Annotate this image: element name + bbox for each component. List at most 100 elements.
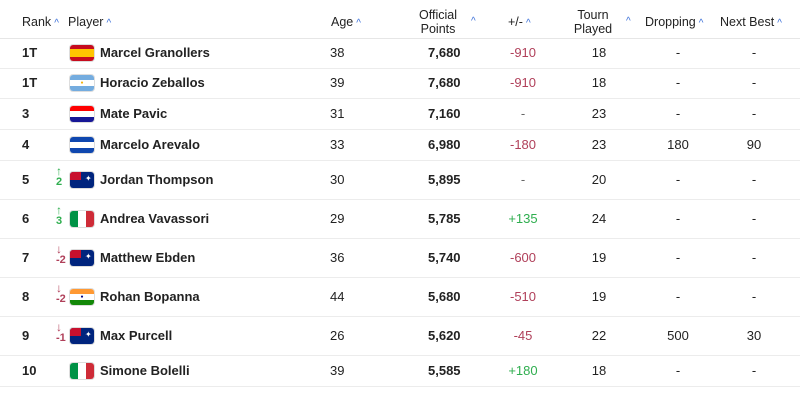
rank-movement-value: -2 xyxy=(56,293,66,305)
tourn-header-label-2: Played xyxy=(573,22,613,36)
next-best-header-label: Next Best xyxy=(720,15,775,29)
next-best-cell: - xyxy=(751,45,757,60)
age-cell: 44 xyxy=(330,289,345,304)
points-cell: 5,785 xyxy=(428,211,461,226)
rank-cell: 3 xyxy=(22,106,30,121)
rank-movement: ↑ 2 xyxy=(56,164,62,188)
tourn-played-cell: 18 xyxy=(591,363,607,378)
age-cell: 31 xyxy=(330,106,345,121)
age-cell: 29 xyxy=(330,211,345,226)
sort-points-header[interactable]: Official Points xyxy=(418,8,458,36)
flag-spain-icon xyxy=(70,45,94,61)
player-name-link[interactable]: Marcel Granollers xyxy=(100,45,210,60)
player-name-link[interactable]: Max Purcell xyxy=(100,328,173,343)
next-best-cell: - xyxy=(751,289,757,304)
table-row[interactable]: 5 ↑ 2 ✦ Jordan Thompson 30 5,895 - 20 - - xyxy=(0,160,800,200)
next-best-cell: - xyxy=(751,211,757,226)
tourn-played-cell: 19 xyxy=(591,289,607,304)
player-name-link[interactable]: Marcelo Arevalo xyxy=(100,137,200,152)
flag-australia-icon: ✦ xyxy=(70,328,94,344)
rank-cell: 7 xyxy=(22,250,30,265)
sort-next-best-header[interactable]: Next Best ^ xyxy=(720,15,782,31)
table-row[interactable]: 10 Simone Bolelli 39 5,585 +180 18 - - xyxy=(0,355,800,387)
table-row[interactable]: 8 ↓ -2 ● Rohan Bopanna 44 5,680 -510 19 - - xyxy=(0,277,800,317)
age-cell: 33 xyxy=(330,137,345,152)
next-best-cell: - xyxy=(751,363,757,378)
points-diff-cell: -600 xyxy=(509,250,537,265)
dropping-cell: - xyxy=(675,45,681,60)
arrow-down-icon: ↓ xyxy=(56,320,62,334)
age-cell: 30 xyxy=(330,172,345,187)
dropping-cell: 180 xyxy=(667,137,689,152)
table-row[interactable]: 6 ↑ 3 Andrea Vavassori 29 5,785 +135 24 - - xyxy=(0,199,800,239)
table-row[interactable]: 3 Mate Pavic 31 7,160 - 23 - - xyxy=(0,98,800,130)
sort-player-header[interactable]: Player ^ xyxy=(68,15,111,31)
points-diff-cell: -910 xyxy=(509,75,537,90)
rank-cell: 8 xyxy=(22,289,30,304)
table-row[interactable]: 7 ↓ -2 ✦ Matthew Ebden 36 5,740 -600 19 - - xyxy=(0,238,800,278)
chevron-up-icon[interactable]: ^ xyxy=(471,16,476,27)
chevron-up-icon: ^ xyxy=(525,18,531,29)
player-name-link[interactable]: Rohan Bopanna xyxy=(100,289,200,304)
arrow-up-icon: ↑ xyxy=(56,203,62,217)
points-header-label-2: Points xyxy=(420,22,456,36)
next-best-cell: - xyxy=(751,75,757,90)
sort-dropping-header[interactable]: Dropping ^ xyxy=(645,15,703,31)
dropping-cell: - xyxy=(675,75,681,90)
rank-movement: ↓ -2 xyxy=(56,282,66,305)
age-cell: 36 xyxy=(330,250,345,265)
next-best-cell: - xyxy=(751,106,757,121)
player-name-link[interactable]: Horacio Zeballos xyxy=(100,75,205,90)
dropping-cell: - xyxy=(675,250,681,265)
flag-india-icon: ● xyxy=(70,289,94,305)
points-cell: 5,585 xyxy=(428,363,461,378)
flag-italy-icon xyxy=(70,363,94,379)
points-cell: 6,980 xyxy=(428,137,461,152)
player-name-link[interactable]: Simone Bolelli xyxy=(100,363,190,378)
arrow-down-icon: ↓ xyxy=(56,242,62,256)
sort-tourn-header[interactable]: Tourn Played xyxy=(573,8,613,36)
points-diff-cell: +135 xyxy=(508,211,538,226)
rank-cell: 1T xyxy=(22,75,38,90)
arrow-up-icon: ↑ xyxy=(56,164,62,178)
flag-croatia-icon xyxy=(70,106,94,122)
next-best-cell: 90 xyxy=(746,137,762,152)
player-name-link[interactable]: Jordan Thompson xyxy=(100,172,214,187)
player-name-link[interactable]: Andrea Vavassori xyxy=(100,211,210,226)
rank-cell: 1T xyxy=(22,45,38,60)
next-best-cell: - xyxy=(751,172,757,187)
table-row[interactable]: 9 ↓ -1 ✦ Max Purcell 26 5,620 -45 22 500 30 xyxy=(0,316,800,356)
table-row[interactable]: 1T ● Horacio Zeballos 39 7,680 -910 18 - - xyxy=(0,68,800,99)
flag-italy-icon xyxy=(70,211,94,227)
dropping-cell: 500 xyxy=(667,328,689,343)
rank-cell: 5 xyxy=(22,172,30,187)
chevron-up-icon: ^ xyxy=(356,18,361,29)
points-cell: 7,680 xyxy=(428,45,461,60)
dropping-cell: - xyxy=(675,211,681,226)
sort-age-header[interactable]: Age ^ xyxy=(331,15,361,31)
dropping-cell: - xyxy=(675,363,681,378)
player-name-link[interactable]: Matthew Ebden xyxy=(100,250,196,265)
sort-diff-header[interactable]: +/- ^ xyxy=(508,15,531,31)
flag-australia-icon: ✦ xyxy=(70,250,94,266)
table-row[interactable]: 1T Marcel Granollers 38 7,680 -910 18 - - xyxy=(0,38,800,69)
rank-movement: ↓ -2 xyxy=(56,242,66,266)
points-cell: 5,680 xyxy=(428,289,461,304)
sort-rank-header[interactable]: Rank ^ xyxy=(22,15,59,31)
tourn-played-cell: 22 xyxy=(591,328,607,343)
tourn-played-cell: 18 xyxy=(591,75,607,90)
player-name-link[interactable]: Mate Pavic xyxy=(100,106,168,121)
next-best-cell: - xyxy=(751,250,757,265)
table-row[interactable]: 4 Marcelo Arevalo 33 6,980 -180 23 180 90 xyxy=(0,129,800,161)
flag-australia-icon: ✦ xyxy=(70,172,94,188)
points-diff-cell: +180 xyxy=(508,363,538,378)
points-cell: 5,740 xyxy=(428,250,461,265)
rank-header-label: Rank xyxy=(22,15,52,29)
tourn-played-cell: 18 xyxy=(591,45,607,60)
tourn-played-cell: 23 xyxy=(591,106,607,121)
chevron-up-icon[interactable]: ^ xyxy=(626,16,631,27)
points-diff-cell: - xyxy=(520,172,526,187)
age-cell: 38 xyxy=(330,45,345,60)
chevron-up-icon: ^ xyxy=(54,18,59,29)
